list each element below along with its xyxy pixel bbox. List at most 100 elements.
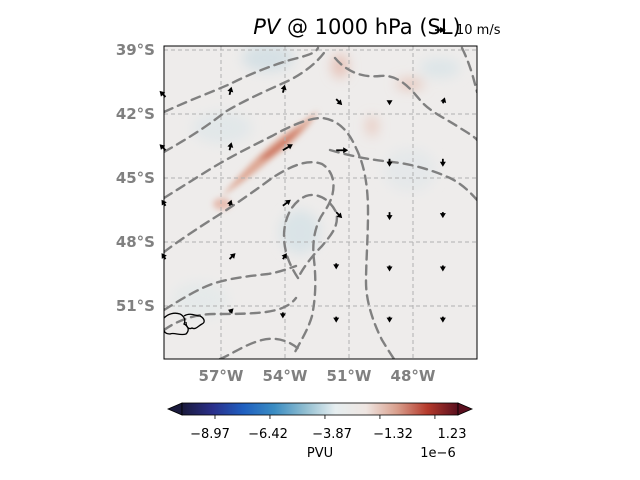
wind-vector <box>227 308 234 315</box>
pv-ridge-core <box>258 126 302 160</box>
y-tick-label: 42°S <box>116 105 155 123</box>
wind-vector <box>281 253 287 260</box>
wind-vector-head <box>343 147 349 154</box>
colorbar-tick-labels: −8.97 −6.42 −3.87 −1.32 1.23 <box>190 427 466 442</box>
wind-vector <box>439 158 446 167</box>
quiver-key-label: 10 m/s <box>456 23 501 38</box>
colorbar-exponent: 1e−6 <box>420 446 455 461</box>
pv-blob <box>192 112 252 144</box>
wind-vector-head <box>386 215 393 221</box>
wind-vector-head <box>281 253 287 259</box>
wind-vector <box>227 86 234 96</box>
colorbar-body <box>181 402 459 416</box>
wind-vector <box>282 144 293 152</box>
wind-vector <box>227 199 233 207</box>
x-tick-label: 57°W <box>199 367 244 385</box>
y-tick-labels: 39°S 42°S 45°S 48°S 51°S <box>116 41 155 315</box>
wind-vector <box>386 212 393 221</box>
wind-vector-head <box>386 100 393 106</box>
colorbar-tick-label: −1.32 <box>373 427 413 442</box>
wind-vector-head <box>439 213 446 219</box>
wind-vector <box>333 316 340 323</box>
contour-line <box>218 337 304 359</box>
colorbar-extend-low <box>166 402 183 416</box>
contour-line <box>164 46 320 114</box>
contour-line <box>164 116 396 359</box>
wind-vector-head <box>336 212 343 219</box>
pv-blob <box>396 79 424 89</box>
title-rest: @ 1000 hPa (SL) <box>280 15 460 39</box>
contour-line <box>164 296 298 332</box>
contour-line <box>164 161 335 356</box>
wind-vector <box>439 212 446 219</box>
wind-vector-head <box>333 264 340 270</box>
pv-blob <box>367 116 377 136</box>
y-tick-label: 48°S <box>116 233 155 251</box>
wind-vector <box>279 312 286 319</box>
wind-vector <box>386 265 393 272</box>
y-tick-label: 39°S <box>116 41 155 59</box>
wind-vector <box>386 100 393 106</box>
wind-vector <box>280 84 287 93</box>
wind-vector <box>439 265 446 272</box>
title-variable: PV <box>253 15 282 39</box>
contour-line <box>460 46 477 94</box>
wind-vector-head <box>386 317 393 323</box>
x-tick-label: 48°W <box>391 367 436 385</box>
pv-shading <box>172 46 460 318</box>
colorbar-label: PVU <box>307 446 333 461</box>
wind-vector-head <box>439 266 446 272</box>
colorbar-tick-label: 1.23 <box>438 427 467 442</box>
colorbar: −8.97 −6.42 −3.87 −1.32 1.23 PVU 1e−6 <box>166 402 474 461</box>
wind-vector <box>386 316 393 323</box>
contours <box>164 46 477 359</box>
coastline <box>164 312 205 336</box>
wind-vector <box>282 199 291 207</box>
wind-vector-head <box>439 317 446 323</box>
chart-title: PV @ 1000 hPa (SL) <box>253 15 461 39</box>
wind-vector <box>440 97 447 104</box>
pv-blob <box>384 148 436 192</box>
contour-line <box>333 56 477 142</box>
pv-blob <box>280 210 320 254</box>
wind-vector <box>335 211 343 219</box>
wind-vector-head <box>386 266 393 272</box>
wind-vector-head <box>227 86 234 93</box>
pv-blob <box>172 282 228 318</box>
x-tick-labels: 57°W 54°W 51°W 48°W <box>199 367 436 385</box>
colorbar-ticks <box>214 415 436 419</box>
coastline-falklands-east <box>183 313 205 330</box>
contour-line <box>282 193 339 280</box>
gridlines <box>164 46 477 359</box>
colorbar-extend-high <box>457 402 474 416</box>
y-tick-label: 45°S <box>116 169 155 187</box>
pv-blob <box>242 46 294 72</box>
wind-vector-head <box>279 313 286 319</box>
wind-vector-head <box>333 317 340 323</box>
map-axes <box>159 45 478 360</box>
wind-vector-head <box>336 99 343 106</box>
pv-blob <box>420 58 460 78</box>
map-frame <box>163 45 478 360</box>
wind-vector <box>335 98 343 106</box>
wind-vector-head <box>280 84 287 91</box>
wind-vector <box>228 253 236 260</box>
wind-vector-head <box>439 161 446 167</box>
wind-vector <box>333 263 340 270</box>
wind-vector-head <box>229 253 236 259</box>
wind-vector <box>386 158 393 167</box>
wind-vector-head <box>386 161 393 167</box>
colorbar-tick-label: −8.97 <box>190 427 230 442</box>
contour-line <box>328 148 477 202</box>
wind-vector-head <box>227 308 234 315</box>
pv-blob <box>213 198 231 210</box>
contour-line <box>164 48 328 154</box>
colorbar-tick-label: −6.42 <box>248 427 288 442</box>
wind-vector-head <box>287 144 293 150</box>
wind-vector-head <box>227 199 233 206</box>
quiver-key: 10 m/s <box>435 23 501 38</box>
y-tick-label: 51°S <box>116 297 155 315</box>
wind-vector-head <box>227 142 234 148</box>
wind-vector <box>336 147 349 154</box>
